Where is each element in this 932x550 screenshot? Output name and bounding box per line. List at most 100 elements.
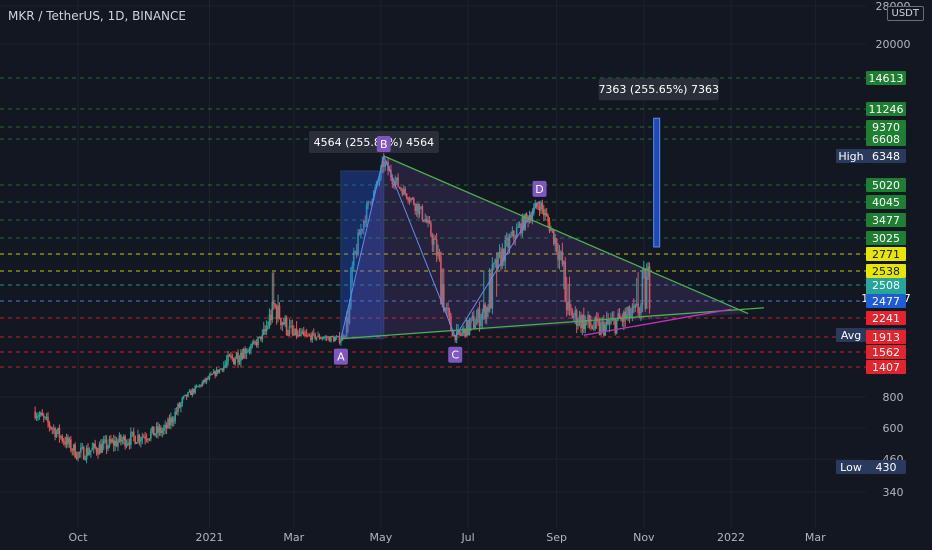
candle-body	[187, 392, 189, 397]
candle-body	[543, 209, 545, 216]
candle-body	[305, 335, 308, 337]
candle-body	[354, 251, 357, 253]
candle-body	[174, 411, 176, 422]
candle-body	[238, 360, 241, 363]
price-level-value: 2771	[872, 248, 900, 261]
candle-body	[474, 325, 477, 329]
candle-body	[452, 335, 455, 337]
candle-body	[631, 306, 634, 315]
candle-body	[115, 440, 118, 447]
price-tick-label: 800	[883, 391, 904, 404]
candle-body	[128, 442, 131, 445]
candle-body	[398, 186, 401, 188]
candle-body	[641, 270, 644, 305]
candle-body	[105, 439, 108, 449]
candle-body	[245, 351, 248, 354]
candle-body	[368, 201, 371, 203]
candle-body	[477, 308, 479, 318]
candle-body	[558, 253, 561, 260]
candle-body	[628, 306, 631, 318]
candle-body	[473, 315, 475, 329]
candle-body	[57, 427, 59, 432]
candle-body	[415, 203, 418, 211]
candle-body	[335, 336, 338, 338]
candle-body	[547, 216, 549, 222]
candle-body	[447, 307, 449, 311]
price-level-value: 11246	[869, 103, 904, 116]
candle-body	[34, 411, 36, 419]
time-tick-label: Sep	[546, 531, 567, 544]
candle-body	[137, 435, 139, 443]
candle-body	[125, 443, 128, 447]
candle-body	[475, 317, 478, 326]
candle-body	[514, 236, 517, 238]
candle-body	[68, 439, 71, 444]
price-tick-label: 20000	[876, 38, 911, 51]
candle-body	[277, 305, 279, 319]
pattern-point-badge	[448, 346, 463, 363]
candle-body	[531, 213, 534, 221]
candle-body	[370, 201, 372, 203]
candle-body	[437, 252, 439, 256]
candle-body	[557, 251, 559, 260]
candle-body	[180, 403, 182, 408]
candle-body	[570, 307, 572, 312]
candle-body	[37, 416, 39, 418]
pattern-point-label: C	[451, 349, 459, 362]
candle-body	[237, 352, 239, 363]
pattern-point-badge	[532, 180, 547, 197]
candle-body	[494, 259, 497, 264]
candle-body	[481, 312, 484, 320]
candle-body	[230, 356, 232, 358]
candle-body	[448, 310, 451, 317]
candle-body	[184, 394, 186, 396]
candle-body	[357, 232, 359, 255]
time-tick-label: 2021	[195, 531, 223, 544]
candle-body	[430, 223, 432, 236]
candle-body	[633, 306, 635, 308]
candle-body	[95, 447, 98, 453]
candle-body	[493, 263, 495, 265]
candle-body	[301, 331, 304, 335]
candle-body	[78, 452, 81, 454]
candle-body	[467, 319, 469, 336]
price-level-badge	[866, 132, 906, 146]
candle-body	[131, 431, 134, 433]
candle-body	[124, 436, 126, 447]
candle-body	[470, 317, 472, 324]
candle-body	[274, 304, 276, 308]
candle-body	[292, 333, 295, 336]
candle-body	[254, 341, 256, 343]
candle-body	[35, 416, 38, 419]
candle-body	[550, 228, 552, 232]
candle-body	[491, 264, 494, 309]
candle-body	[334, 336, 336, 342]
candle-body	[321, 337, 324, 339]
candle-body	[290, 326, 292, 328]
candle-body	[461, 333, 464, 336]
candle-body	[157, 426, 159, 433]
currency-badge[interactable]: USDT	[886, 6, 924, 21]
candle-body	[591, 326, 594, 329]
annotation-box	[308, 131, 439, 153]
candle-body	[588, 315, 591, 325]
candle-body	[458, 330, 461, 336]
candle-body	[418, 207, 421, 215]
candle-body	[597, 320, 599, 322]
candle-body	[425, 219, 428, 223]
candle-body	[182, 395, 185, 398]
candle-body	[275, 307, 278, 319]
candle-body	[167, 419, 169, 429]
trendline	[583, 308, 732, 336]
candle-body	[561, 251, 564, 265]
candle-body	[212, 371, 215, 374]
candle-body	[67, 437, 69, 444]
price-level-value: 6608	[872, 133, 900, 146]
candle-body	[330, 336, 332, 342]
candle-body	[161, 430, 164, 434]
candle-body	[645, 276, 648, 309]
candle-body	[287, 335, 289, 337]
candle-body	[421, 206, 424, 220]
candle-body	[51, 428, 54, 430]
